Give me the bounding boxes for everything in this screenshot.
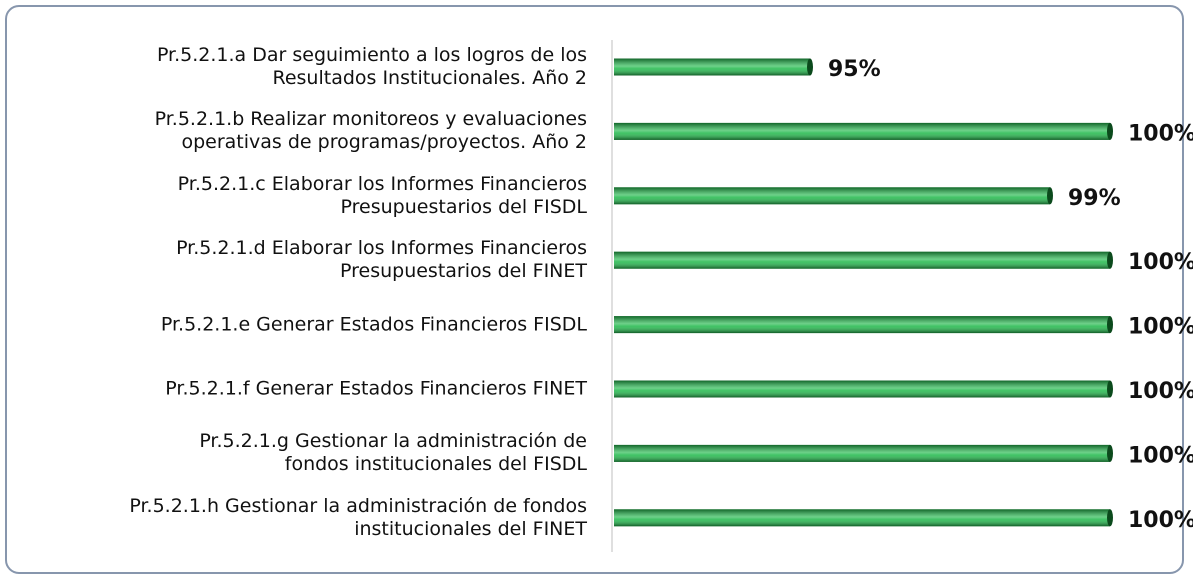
value-label: 100% <box>1128 250 1193 275</box>
category-label: Pr.5.2.1.h Gestionar la administración d… <box>129 494 587 540</box>
bar-end <box>1107 316 1113 334</box>
value-label: 95% <box>828 57 881 82</box>
category-label: Pr.5.2.1.a Dar seguimiento a los logros … <box>156 44 587 89</box>
bar-end <box>1107 380 1113 398</box>
bar-shine <box>614 444 1110 462</box>
category-label: Pr.5.2.1.c Elaborar los Informes Financi… <box>177 172 587 218</box>
bar-end <box>1107 251 1113 269</box>
value-label: 100% <box>1128 443 1193 468</box>
bar-end <box>807 58 813 76</box>
bar-end <box>1107 122 1113 140</box>
bar-shine <box>614 316 1110 334</box>
bar-shine <box>614 509 1110 527</box>
chart-panel <box>5 5 1184 574</box>
value-label: 100% <box>1128 508 1193 533</box>
bar-end <box>1107 444 1113 462</box>
bar-shine <box>614 380 1110 398</box>
bar-end <box>1047 187 1053 205</box>
category-label: Pr.5.2.1.g Gestionar la administración d… <box>199 430 587 476</box>
value-label: 100% <box>1128 121 1193 146</box>
bar-shine <box>614 251 1110 269</box>
category-label: Pr.5.2.1.b Realizar monitoreos y evaluac… <box>154 108 587 154</box>
value-label: 99% <box>1068 186 1121 211</box>
bar-shine <box>614 187 1050 205</box>
category-label: Pr.5.2.1.e Generar Estados Financieros F… <box>160 313 587 336</box>
bar-shine <box>614 58 810 76</box>
bar-shine <box>614 122 1110 140</box>
value-label: 100% <box>1128 315 1193 340</box>
value-label: 100% <box>1128 379 1193 404</box>
category-label: Pr.5.2.1.d Elaborar los Informes Financi… <box>176 237 587 283</box>
bar-end <box>1107 509 1113 527</box>
category-label: Pr.5.2.1.f Generar Estados Financieros F… <box>165 377 587 400</box>
